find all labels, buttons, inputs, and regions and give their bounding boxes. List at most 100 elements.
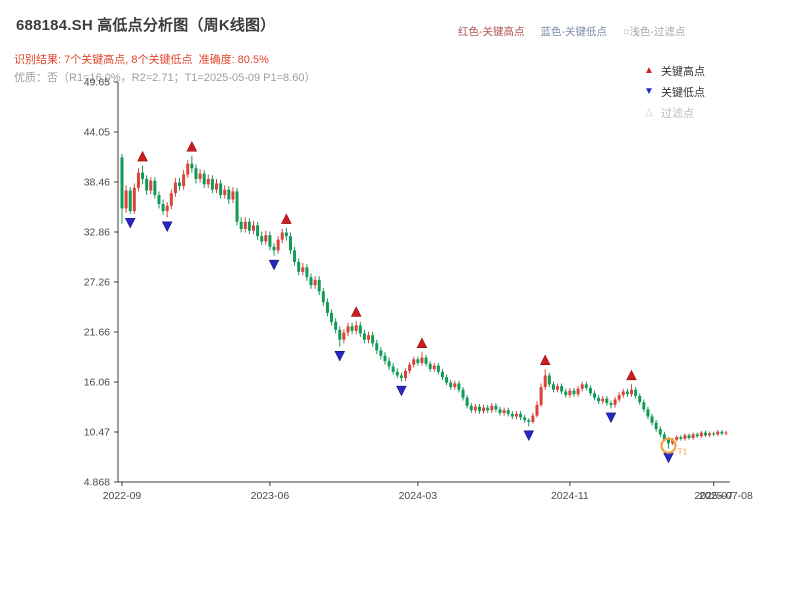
candle-body <box>547 375 551 385</box>
candle-body <box>145 178 149 191</box>
candle-body <box>543 375 547 388</box>
candle-body <box>539 387 543 405</box>
candle-body <box>358 325 362 334</box>
candle-body <box>519 413 523 418</box>
candle-body <box>671 439 675 444</box>
candle-body <box>654 422 658 430</box>
candle-body <box>190 163 194 169</box>
candle-body <box>128 190 132 212</box>
key-high-marker <box>350 306 362 317</box>
key-low-marker <box>124 217 136 229</box>
legend-label: 关键高点 <box>661 65 705 78</box>
key-high-marker <box>626 369 637 381</box>
candle-body <box>568 390 572 396</box>
candle-body <box>136 172 140 188</box>
candle-body <box>457 383 461 390</box>
candle-body <box>494 405 498 410</box>
candle-body <box>469 405 473 411</box>
filtered-triangle-icon: △ <box>645 107 653 118</box>
candle-body <box>330 312 334 322</box>
candle-body <box>280 232 284 240</box>
y-tick-label: 32.86 <box>84 226 110 238</box>
candle-body <box>572 390 576 395</box>
key-low-marker <box>523 430 535 442</box>
candle-body <box>699 432 703 437</box>
candle-body <box>523 417 527 421</box>
candle-body <box>153 180 157 195</box>
candle-body <box>609 403 613 405</box>
candle-body <box>375 343 379 351</box>
candle-body <box>691 434 695 438</box>
candle-body <box>342 332 346 340</box>
candle-body <box>325 302 329 313</box>
candle-body <box>646 409 650 417</box>
candle-body <box>724 432 728 434</box>
candle-body <box>260 236 264 242</box>
candle-body <box>531 415 535 422</box>
candle-body <box>256 225 260 237</box>
chart-legend: ▲ 关键高点 ▼ 关键低点 △ 过滤点 <box>641 60 705 123</box>
page-title: 688184.SH 高低点分析图（周K线图） <box>16 17 276 34</box>
candle-body <box>527 420 531 422</box>
candle-body <box>321 291 325 303</box>
candle-body <box>313 279 317 286</box>
candle-body <box>182 174 186 187</box>
candle-body <box>383 355 387 362</box>
candle-body <box>395 371 399 376</box>
key-low-marker <box>334 351 346 362</box>
key-high-marker <box>186 141 198 152</box>
candle-body <box>169 193 173 206</box>
key-low-marker <box>663 452 674 464</box>
candle-body <box>297 261 301 272</box>
candle-body <box>720 431 724 434</box>
candle-body <box>243 221 247 229</box>
candle-body <box>477 406 481 412</box>
highlight-ring <box>660 437 677 454</box>
candle-body <box>268 235 272 247</box>
legend-item-key-low: ▼ 关键低点 <box>641 81 705 102</box>
candle-body <box>708 433 712 436</box>
quality-result-text: 优质：否（R1=16.0%，R2=2.71；T1=2025-05-09 P1=8… <box>14 72 316 84</box>
legend-label: 过滤点 <box>661 107 694 120</box>
candle-body <box>231 191 235 200</box>
candle-body <box>695 434 699 437</box>
header-legend-key-low: 蓝色-关键低点 <box>540 26 608 38</box>
candle-body <box>436 365 440 372</box>
y-tick-label: 49.65 <box>84 77 110 89</box>
candle-body <box>629 389 633 395</box>
candle-body <box>350 326 354 331</box>
candle-body <box>556 386 560 390</box>
candle-body <box>165 205 169 212</box>
candle-body <box>219 183 223 195</box>
y-tick-label: 21.66 <box>84 327 110 339</box>
candle-body <box>679 437 683 439</box>
recognition-result-text: 识别结果: 7个关键高点, 8个关键低点 准确度: 80.5% <box>14 54 269 66</box>
candle-body <box>498 409 502 413</box>
candle-body <box>687 435 691 438</box>
candle-body <box>284 232 288 237</box>
candle-body <box>716 431 720 435</box>
key-high-marker <box>137 150 148 162</box>
candle-body <box>309 277 313 286</box>
y-tick-label: 38.46 <box>84 176 110 188</box>
candle-body <box>593 393 597 398</box>
candle-body <box>173 182 177 194</box>
legend-item-filtered: △ 过滤点 <box>641 102 705 123</box>
candle-body <box>535 404 539 416</box>
candle-body <box>124 190 128 209</box>
candle-body <box>371 335 375 344</box>
candle-body <box>206 178 210 185</box>
key-high-marker <box>539 354 551 365</box>
x-tick-label: 2024-11 <box>551 490 589 502</box>
candle-body <box>338 329 342 340</box>
header-legend: 红色-关键高点 蓝色-关键低点 ○浅色-过滤点 <box>458 24 685 39</box>
header-legend-filtered: ○浅色-过滤点 <box>623 26 686 38</box>
candle-body <box>157 194 161 204</box>
header-legend-key-high: 红色-关键高点 <box>458 26 525 38</box>
candle-body <box>317 279 321 292</box>
candle-body <box>412 359 416 365</box>
candle-body <box>362 333 366 340</box>
candle-body <box>202 173 206 185</box>
candle-body <box>120 157 124 209</box>
candle-body <box>473 406 477 411</box>
